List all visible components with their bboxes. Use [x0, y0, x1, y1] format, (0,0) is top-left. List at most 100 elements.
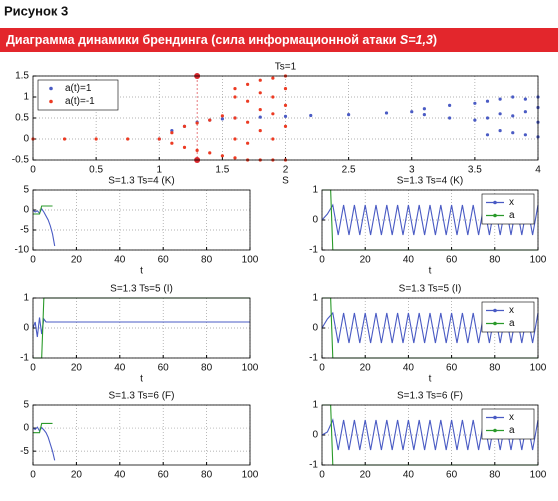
x-tick-label: 3 [409, 165, 415, 176]
point [511, 131, 515, 135]
x-tick-label: 80 [201, 363, 213, 374]
y-tick-label: -1 [309, 245, 318, 256]
point [182, 145, 187, 149]
banner [0, 28, 558, 52]
x-tick-label: 0 [319, 363, 325, 374]
x-axis-label: t [429, 374, 432, 385]
x-tick-label: 80 [489, 470, 501, 481]
point [283, 114, 288, 118]
point [523, 133, 527, 137]
point [246, 141, 250, 145]
x-tick-label: 4 [535, 165, 541, 176]
banner-text: Диаграмма динамики брендинга (сила инфор… [6, 33, 400, 47]
x-tick-label: 20 [71, 470, 83, 481]
chart-title: S=1.3 Ts=4 (K) [397, 176, 464, 187]
point [485, 133, 490, 137]
x-tick-label: 0 [30, 165, 36, 176]
y-tick-label: 5 [23, 185, 29, 196]
legend-marker [493, 200, 497, 205]
point [220, 117, 224, 121]
point [271, 95, 275, 99]
point [498, 129, 502, 133]
point [422, 107, 426, 111]
x-tick-label: 60 [158, 255, 170, 266]
point [283, 87, 288, 91]
x-tick-label: 40 [114, 363, 126, 374]
legend-marker [493, 308, 497, 313]
x-tick-label: 20 [360, 363, 372, 374]
point [233, 116, 237, 120]
y-tick-label: -5 [20, 446, 29, 457]
point [523, 97, 527, 101]
x-tick-label: 60 [446, 363, 458, 374]
point [170, 141, 174, 145]
point [220, 154, 224, 158]
x-tick-label: 80 [489, 255, 501, 266]
point [170, 131, 174, 135]
point [309, 113, 313, 118]
plot-frame [321, 297, 539, 359]
point [233, 137, 237, 141]
x-axis-label: t [140, 266, 143, 277]
point [473, 118, 477, 122]
x-tick-label: 20 [71, 363, 83, 374]
point [157, 137, 161, 141]
x-tick-label: 100 [242, 470, 259, 481]
plot-frame [32, 75, 539, 161]
x-tick-label: 80 [201, 470, 213, 481]
legend-marker [493, 428, 497, 433]
y-tick-label: 1 [23, 92, 29, 103]
point [410, 110, 414, 114]
y-tick-label: 0 [312, 323, 318, 334]
legend-box [481, 193, 535, 225]
point [258, 91, 262, 95]
plot-frame [321, 404, 539, 466]
y-tick-label: 0 [312, 430, 318, 441]
point [195, 121, 199, 125]
y-tick-label: -1 [20, 353, 29, 364]
y-tick-label: 0 [23, 323, 29, 334]
x-tick-label: 2 [283, 165, 289, 176]
legend-label: a(t)=-1 [65, 96, 95, 107]
x-tick-label: 20 [71, 255, 83, 266]
legend-label: a [509, 210, 515, 221]
x-tick-label: 100 [530, 255, 547, 266]
plot-frame [32, 189, 251, 251]
chart-title: S=1.3 Ts=6 (F) [109, 391, 175, 402]
point [220, 114, 224, 118]
point [258, 78, 262, 82]
x-tick-label: 1.5 [215, 165, 229, 176]
x-tick-label: 40 [403, 363, 415, 374]
x-tick-label: 0 [30, 470, 36, 481]
legend-label: a [509, 318, 515, 329]
x-tick-label: 40 [114, 470, 126, 481]
banner-emphasis: S=1,3 [400, 33, 433, 47]
point [523, 110, 527, 114]
point [448, 103, 452, 107]
legend-marker [493, 415, 497, 420]
banner-end: ) [433, 33, 437, 47]
y-tick-label: 0 [312, 215, 318, 226]
legend-label: x [509, 197, 514, 208]
chart-title: S=1.3 Ts=5 (I) [399, 284, 462, 295]
series-line [32, 426, 56, 461]
point [271, 137, 275, 141]
y-tick-label: 0 [23, 134, 29, 145]
x-axis-label: t [140, 374, 143, 385]
point [126, 137, 130, 141]
series-line [32, 207, 56, 247]
point [246, 82, 250, 86]
legend-box [37, 79, 119, 111]
series-line [33, 422, 53, 434]
x-tick-label: 100 [530, 470, 547, 481]
x-axis-label: t [429, 266, 432, 277]
legend-label: x [509, 412, 514, 423]
point [271, 76, 275, 80]
y-tick-label: 1 [23, 293, 29, 304]
y-tick-label: -1 [309, 353, 318, 364]
chart-title: S=1.3 Ts=4 (K) [108, 176, 175, 187]
series-line [33, 205, 53, 215]
legend-label: a [509, 425, 515, 436]
point [62, 137, 67, 141]
x-tick-label: 80 [489, 363, 501, 374]
